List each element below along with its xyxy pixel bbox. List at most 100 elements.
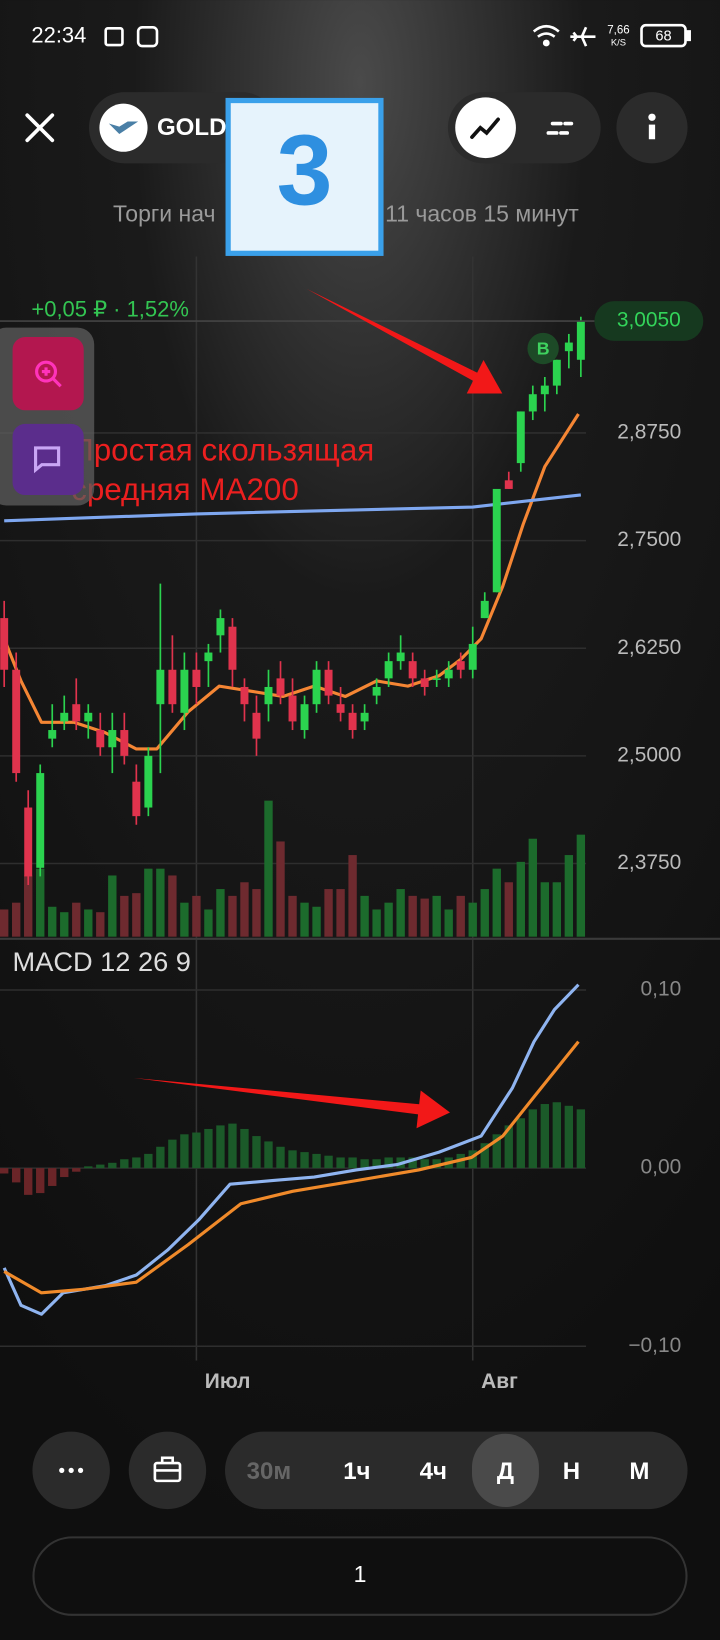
histogram-bar: [312, 1153, 321, 1169]
histogram-bar: [264, 1141, 273, 1169]
comment-tool[interactable]: [12, 423, 84, 496]
timeframe-button[interactable]: Н: [563, 1458, 580, 1485]
arrow: [306, 288, 503, 394]
volume-bar: [192, 895, 201, 937]
timeframe-label: 4ч: [420, 1458, 447, 1485]
volume-bar: [144, 868, 153, 937]
volume-bar: [48, 906, 57, 937]
last-price-label: 3,0050: [617, 309, 681, 332]
y-tick-label: 2,7500: [617, 528, 681, 551]
histogram-bar: [12, 1168, 21, 1183]
histogram-bar: [408, 1157, 417, 1169]
volume-bar: [0, 909, 9, 937]
candle-body: [372, 686, 381, 696]
candle-body: [576, 321, 585, 360]
volume-bar: [288, 895, 297, 937]
histogram-bar: [192, 1132, 201, 1169]
histogram-bar: [552, 1102, 562, 1169]
histogram-bar: [228, 1123, 237, 1169]
volume-bar: [576, 834, 586, 937]
candle-body: [396, 652, 405, 662]
candle-body: [408, 661, 417, 679]
candle-body: [528, 394, 537, 412]
chart-mode-toggle[interactable]: [447, 92, 601, 164]
histogram-bar: [492, 1134, 501, 1169]
last-price-box: [594, 301, 704, 341]
candle-body: [204, 652, 213, 662]
candle-body: [456, 661, 465, 670]
x-tick-label: Июл: [205, 1370, 251, 1393]
timeframe-button[interactable]: Д: [471, 1433, 539, 1508]
candle-body: [492, 488, 501, 593]
volume-bar: [108, 875, 117, 937]
histogram-bar: [480, 1143, 489, 1169]
histogram-bar: [432, 1159, 441, 1169]
histogram-bar: [564, 1105, 574, 1169]
y-tick-label: 0,00: [641, 1156, 682, 1179]
zoom-tool[interactable]: [12, 337, 84, 411]
histogram-bar: [72, 1168, 81, 1172]
candle-body: [432, 678, 441, 680]
histogram-bar: [384, 1157, 393, 1169]
macd-title: MACD 12 26 9: [13, 946, 191, 977]
histogram-bar: [336, 1157, 345, 1169]
candle-body: [360, 712, 369, 722]
volume-bar: [12, 902, 21, 937]
histogram-bar: [84, 1166, 93, 1169]
quantity: 1: [354, 1561, 367, 1587]
timeframe-label: 1ч: [343, 1458, 370, 1485]
candle-body: [216, 618, 225, 636]
timeframe-button[interactable]: 4ч: [420, 1458, 447, 1485]
quantity-field[interactable]: [32, 1536, 688, 1616]
histogram-bar: [132, 1157, 141, 1169]
volume-bar: [60, 912, 69, 937]
timeframe-selected: [471, 1433, 539, 1508]
candle-body: [240, 686, 249, 705]
volume-bar: [444, 909, 453, 937]
more-button[interactable]: [32, 1431, 110, 1510]
timeframe-label: М: [629, 1458, 649, 1485]
ticker: GOLD: [157, 114, 226, 141]
histogram-bar: [300, 1152, 309, 1169]
timeframe-button[interactable]: 1ч: [343, 1458, 370, 1485]
sticker: [225, 97, 384, 256]
volume-bar: [252, 889, 261, 937]
timeframe-button[interactable]: 30м: [247, 1458, 292, 1485]
volume-bar: [312, 906, 321, 937]
candle-body: [276, 678, 285, 696]
volume-bar: [516, 861, 525, 937]
histogram-bar: [252, 1136, 261, 1169]
timeframe-button[interactable]: М: [629, 1458, 649, 1485]
timeframe-label: Н: [563, 1458, 580, 1485]
sticker-number: 3: [277, 114, 333, 226]
candle-body: [288, 695, 297, 722]
info-button[interactable]: [616, 92, 688, 164]
annotation: Простая скользящая: [71, 432, 374, 467]
y-tick-label: 0,10: [641, 978, 682, 1001]
candle-body: [384, 661, 393, 679]
y-tick-label: 2,8750: [617, 421, 681, 444]
candle-body: [48, 730, 57, 739]
line-series: [2, 413, 580, 751]
volume-bar: [240, 882, 249, 937]
candle-body: [96, 730, 105, 748]
volume-bar: [264, 800, 273, 937]
histogram-bar: [288, 1150, 297, 1169]
candle-body: [108, 730, 117, 748]
candle-body: [132, 781, 141, 817]
volume-bar: [384, 902, 393, 937]
close-button[interactable]: [25, 113, 55, 143]
histogram-bar: [60, 1168, 69, 1178]
y-tick-label: 2,3750: [617, 851, 681, 874]
candle-body: [12, 669, 21, 774]
candle-body: [180, 669, 189, 713]
histogram-bar: [36, 1168, 45, 1194]
status-icons: [104, 23, 691, 48]
portfolio-button[interactable]: [128, 1431, 207, 1510]
histogram-bar: [156, 1146, 165, 1169]
timeframe-label: 30м: [247, 1458, 292, 1485]
line-series: [3, 1040, 580, 1295]
histogram-bar: [180, 1134, 189, 1169]
line-series: [2, 983, 580, 1316]
